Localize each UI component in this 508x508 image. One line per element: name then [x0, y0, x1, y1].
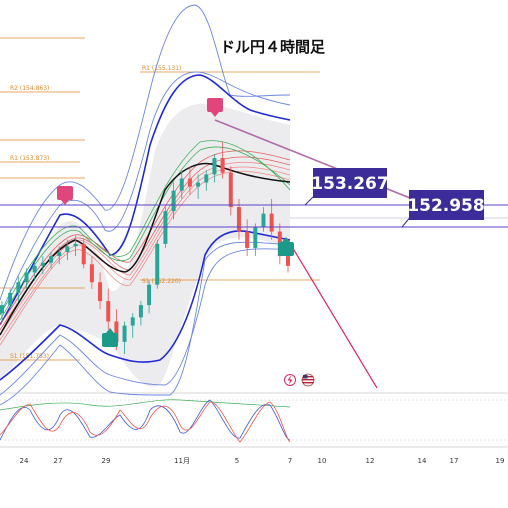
candle-body [155, 243, 160, 285]
candle-body [73, 243, 78, 247]
pivot-label-s1-mid: S1 (152.220) [142, 278, 181, 285]
candle-body [32, 265, 37, 273]
pivot-label-r1-top: R1 (155.131) [142, 65, 181, 72]
ma-green-1 [0, 146, 291, 321]
candle-body [106, 301, 111, 322]
x-tick-11月: 11月 [174, 457, 190, 465]
marker-low-1-tip [106, 328, 114, 333]
candle-body [130, 317, 135, 326]
candle-body [147, 284, 152, 306]
price-box-153267-text: 153.267 [311, 174, 388, 194]
marker-high-2 [207, 98, 223, 112]
candle-body [220, 158, 225, 173]
x-tick-5: 5 [235, 457, 239, 465]
oscillator-line-red [0, 401, 291, 443]
candle-body [187, 178, 192, 187]
candle-body [179, 178, 184, 191]
candle-body [236, 207, 241, 232]
ma-black [0, 162, 291, 336]
candle-body [65, 246, 70, 253]
marker-high-1 [57, 186, 73, 200]
x-tick-14: 14 [418, 457, 427, 465]
x-tick-24: 24 [20, 457, 29, 465]
candle-body [89, 264, 94, 283]
candle-body [204, 174, 209, 183]
candle-body [228, 172, 233, 208]
candle-body [81, 243, 86, 265]
us-flag-stripe-1 [303, 376, 313, 378]
us-flag-canton [303, 375, 308, 379]
markers [57, 98, 294, 347]
candle-body [212, 158, 217, 175]
ma-green-2 [0, 140, 291, 316]
candle-body [98, 282, 103, 302]
band-outer-lower [0, 248, 291, 396]
ma-red-5 [0, 150, 291, 326]
candle-body [8, 292, 13, 306]
candle-body [122, 325, 127, 342]
candle-body [49, 256, 54, 263]
chart-title: ドル円４時間足 [220, 38, 326, 56]
marker-high-1-tip [61, 200, 69, 205]
candle-body [286, 256, 290, 266]
x-tick-12: 12 [366, 457, 375, 465]
oscillator-line-blue [0, 399, 291, 441]
us-flag-stripe-3 [303, 382, 313, 384]
pivot-levels: R1 (155.131) R2 (154.863) R1 (153.873) S… [0, 37, 320, 361]
band-middle-upper [0, 74, 291, 326]
x-tick-29: 29 [102, 457, 111, 465]
candle-body [138, 305, 143, 318]
candle-body [245, 231, 250, 248]
oscillator-line-green [0, 399, 291, 411]
lightning-icon-glyph [287, 375, 293, 385]
ma-red-3 [0, 161, 291, 336]
x-tick-19: 19 [496, 457, 505, 465]
candle-body [24, 272, 29, 283]
marker-low-2-tip [282, 237, 290, 242]
marker-low-2 [278, 242, 294, 256]
band-outer-lower-2 [0, 241, 291, 406]
pivot-label-r2: R2 (154.863) [10, 85, 49, 92]
candle-body [0, 305, 4, 314]
x-tick-17: 17 [450, 457, 459, 465]
candle-body [57, 252, 62, 257]
x-axis: 24 27 29 11月 5 7 10 12 14 17 19 [20, 457, 505, 465]
candle-body [196, 182, 201, 187]
pivot-label-r1-low: R1 (153.873) [10, 155, 49, 162]
us-flag-stripe-2 [302, 379, 314, 381]
candle-body [114, 321, 119, 342]
price-box-153267 [313, 168, 387, 198]
ma-red-2 [0, 166, 291, 341]
candle-body [40, 262, 45, 266]
x-tick-10: 10 [318, 457, 327, 465]
candle-body [253, 227, 258, 248]
x-tick-7: 7 [288, 457, 292, 465]
band-middle-lower [0, 230, 291, 381]
candle-body [171, 190, 176, 212]
candle-body [16, 282, 21, 293]
price-box-152958-text: 152.958 [407, 196, 484, 216]
ma-ribbon [0, 140, 291, 346]
bollinger-bands [0, 4, 291, 406]
ma-red-1 [0, 170, 291, 346]
x-tick-27: 27 [54, 457, 63, 465]
marker-low-1 [102, 333, 118, 347]
oscillator-panel [0, 392, 508, 448]
band-outer-upper [0, 71, 291, 316]
candle-body [269, 213, 274, 232]
price-box-152958 [409, 190, 484, 220]
pivot-label-s1-low: S1 (151.783) [10, 353, 49, 360]
forecast-arrow [287, 239, 378, 389]
marker-high-2-tip [211, 112, 219, 117]
candle-body [261, 213, 266, 228]
